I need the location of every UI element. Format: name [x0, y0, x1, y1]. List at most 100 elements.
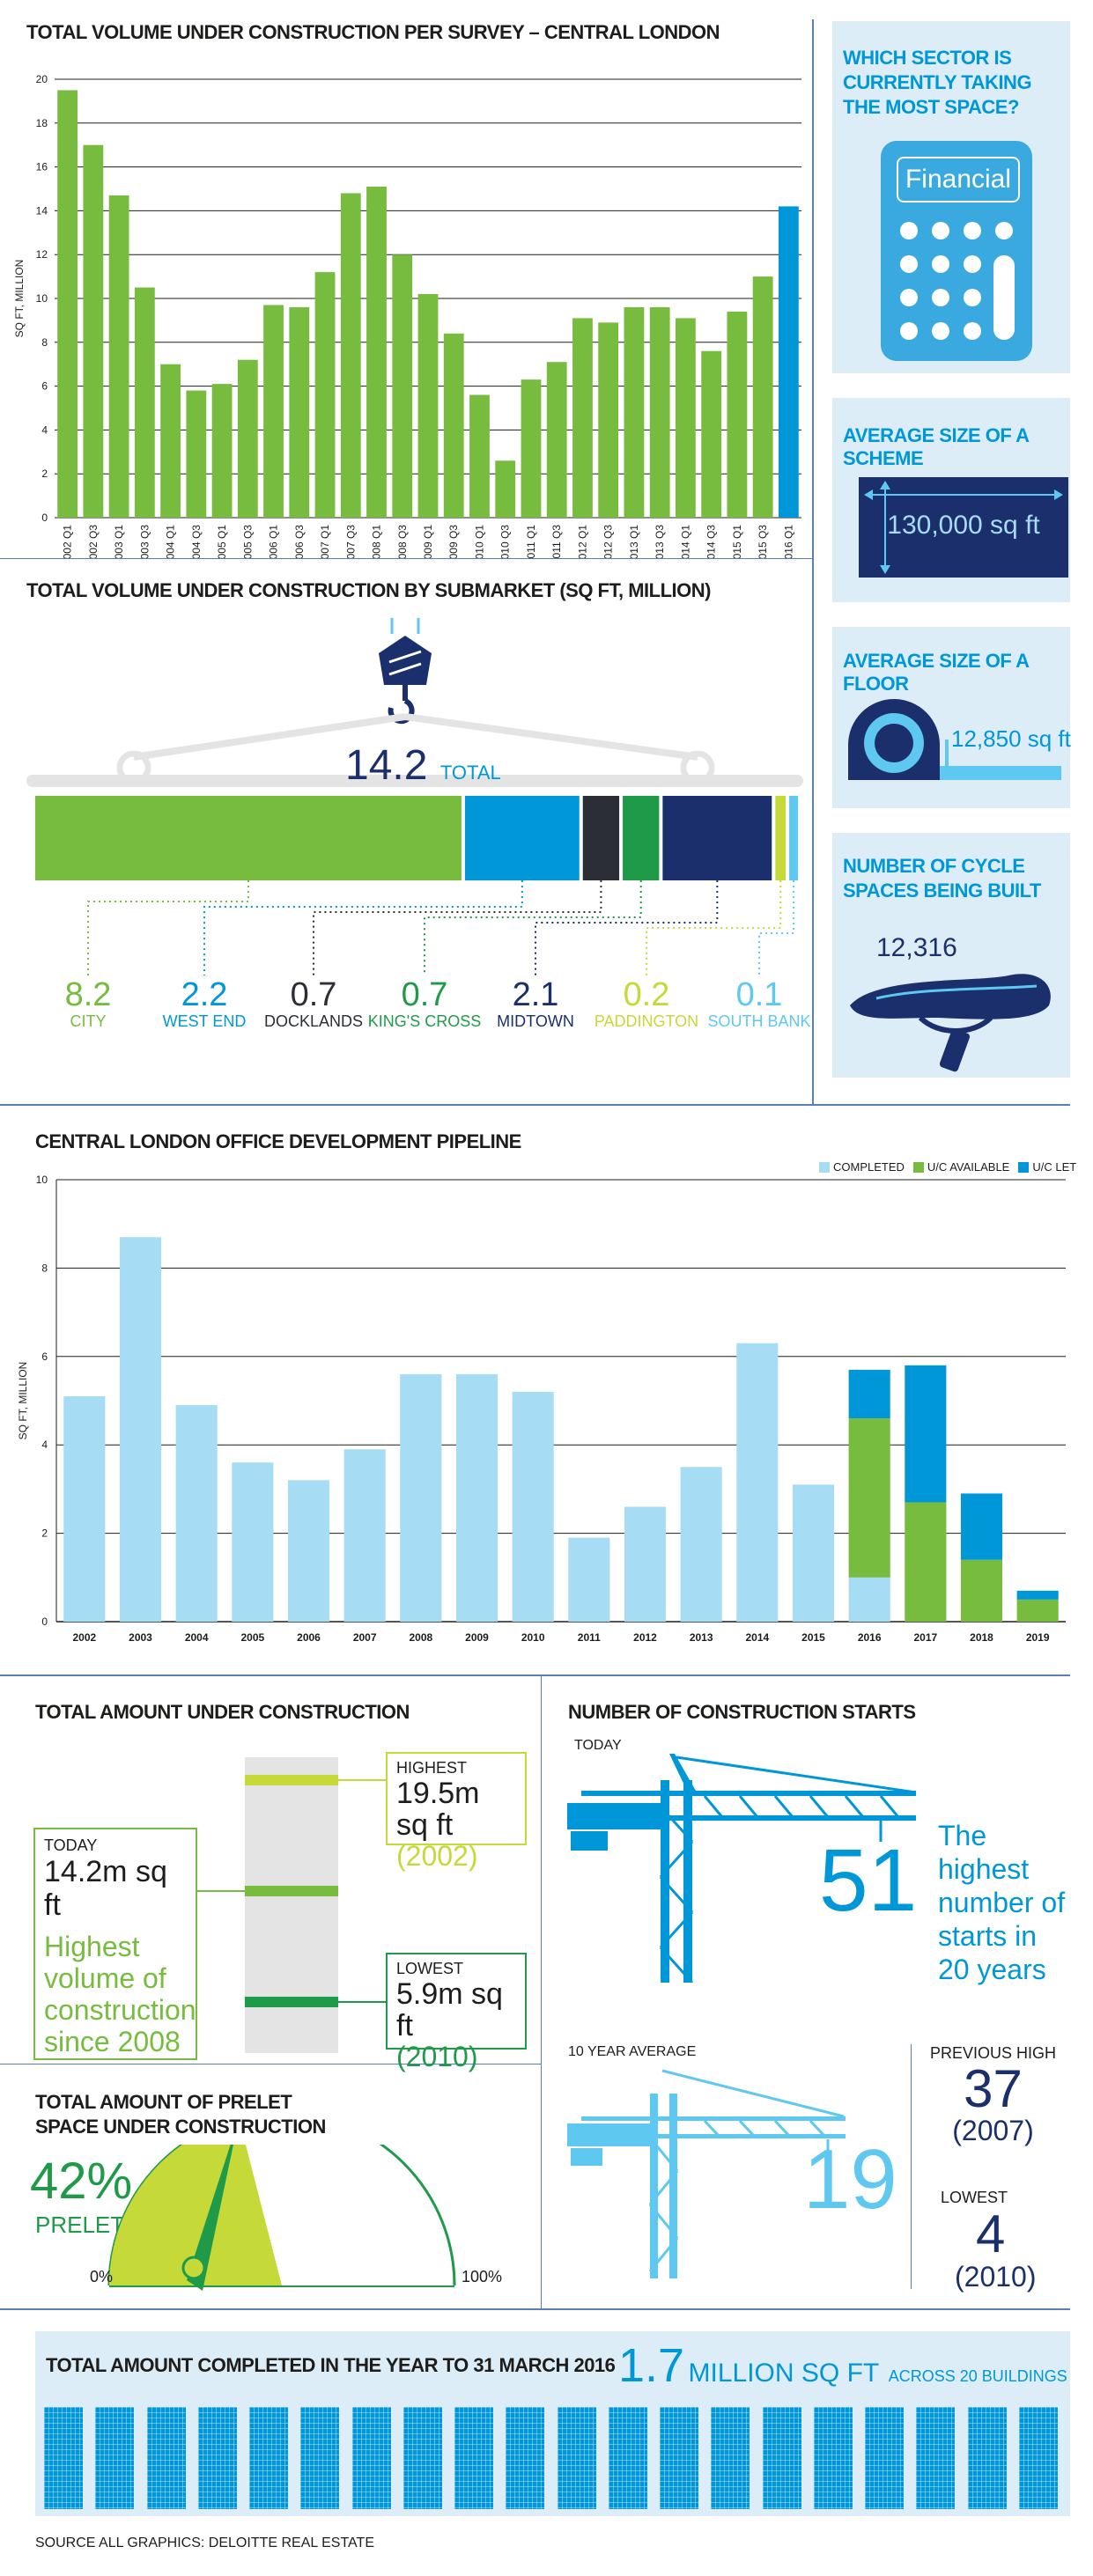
- x-tick-label: 2005 Q1: [216, 525, 228, 558]
- uc-today-mark: [245, 1886, 338, 1896]
- legend-swatch: [912, 1161, 924, 1173]
- x-tick-label: 2015 Q3: [757, 525, 769, 558]
- y-tick-label: 6: [41, 380, 48, 393]
- x-tick-label: 2010 Q3: [499, 525, 512, 558]
- cycle-value: 12,316: [876, 933, 957, 962]
- gauge-needle: [187, 2145, 233, 2291]
- tape-measure-icon: [848, 699, 1061, 780]
- building-icon: [711, 2407, 750, 2509]
- submarket-name: KING'S CROSS: [367, 1012, 482, 1030]
- chart2-title: CENTRAL LONDON OFFICE DEVELOPMENT PIPELI…: [35, 1130, 521, 1152]
- completed-note: ACROSS 20 BUILDINGS: [888, 2367, 1067, 2385]
- starts-today-label: TODAY: [574, 1738, 622, 1753]
- x-tick-label: 2002 Q3: [87, 525, 100, 558]
- legend-label: U/C AVAILABLE: [927, 1160, 1010, 1174]
- submarket-segment: [582, 796, 620, 880]
- uc-highest-mark: [245, 1775, 338, 1785]
- bar: [680, 1467, 722, 1622]
- buildings-row: [44, 2407, 1070, 2511]
- submarket-total-label: TOTAL: [439, 762, 501, 784]
- x-tick-label: 2003: [129, 1631, 152, 1644]
- submarket-label: 0.7 DOCKLANDS: [252, 977, 375, 1030]
- x-tick-label: 2005: [240, 1631, 264, 1644]
- completed-value: 1.7: [618, 2339, 685, 2392]
- submarket-segment: [789, 796, 799, 880]
- building-icon: [916, 2407, 956, 2509]
- bar: [736, 1343, 779, 1622]
- x-tick-label: 2014 Q3: [705, 525, 718, 558]
- bar: [63, 1395, 106, 1622]
- bar: [57, 90, 78, 518]
- bar: [232, 1462, 274, 1622]
- divider: [0, 558, 812, 559]
- completed-stat: 1.7 MILLION SQ FT ACROSS 20 BUILDINGS: [618, 2338, 1067, 2393]
- crane-icon-today: [567, 1754, 917, 1983]
- gauge-base: [109, 2285, 454, 2287]
- y-tick-label: 14: [36, 204, 48, 217]
- bar: [905, 1502, 947, 1622]
- submarket-total: 14.2 TOTAL: [345, 741, 501, 790]
- building-icon: [762, 2407, 801, 2509]
- leader-line: [313, 880, 602, 975]
- submarket-value: 0.7: [401, 976, 448, 1013]
- bar: [1016, 1599, 1059, 1622]
- bar: [848, 1577, 890, 1622]
- divider: [812, 19, 814, 1104]
- x-tick-label: 2011: [578, 1631, 601, 1644]
- uc-today-note: Highest volume of construction since 200…: [44, 1931, 196, 2057]
- uc-today-label: TODAY: [44, 1836, 98, 1854]
- submarket-value: 0.1: [735, 976, 783, 1013]
- prelet-min: 0%: [90, 2268, 114, 2285]
- floor-value: 12,850 sq ft: [951, 725, 1071, 752]
- submarket-name: PADDINGTON: [594, 1012, 699, 1030]
- divider: [541, 1674, 542, 2308]
- starts-lowest-label: LOWEST: [941, 2189, 1008, 2206]
- chart2-legend: COMPLETED U/C AVAILABLE U/C LET: [819, 1160, 1076, 1174]
- starts-today-note: The highest number of starts in 20 years: [938, 1820, 1066, 1985]
- bar: [119, 1237, 162, 1622]
- chart2-svg: 0 2 4 6 8 10 SQ FT, MILLION 2002 2003 2004 2005 200…: [17, 1174, 1066, 1644]
- submarket-total-value: 14.2: [345, 742, 428, 789]
- x-tick-label: 2012 Q3: [602, 525, 615, 558]
- cycle-title: NUMBER OF CYCLE SPACES BEING BUILT: [843, 855, 1041, 902]
- uc-highest-value: 19.5m sq ft: [396, 1777, 480, 1842]
- x-tick-label: 2019: [1026, 1631, 1050, 1644]
- x-tick-label: 2016: [858, 1631, 882, 1644]
- building-icon: [249, 2407, 288, 2509]
- starts-prev-high: PREVIOUS HIGH 37 (2007): [916, 2044, 1070, 2145]
- submarket-label: 8.2 CITY: [26, 977, 150, 1030]
- building-icon: [813, 2407, 853, 2509]
- bar: [417, 294, 439, 518]
- bar: [108, 195, 129, 518]
- uc-title: TOTAL AMOUNT UNDER CONSTRUCTION: [35, 1701, 410, 1723]
- x-tick-label: 2009 Q1: [422, 525, 434, 558]
- gauge-pivot: [181, 2256, 206, 2280]
- chart1-title: TOTAL VOLUME UNDER CONSTRUCTION PER SURV…: [26, 21, 720, 43]
- uc-connectors: [197, 1779, 386, 2003]
- building-icon: [146, 2407, 186, 2509]
- submarket-label: 2.1 MIDTOWN: [474, 977, 597, 1030]
- bar: [649, 306, 670, 518]
- x-tick-label: 2016 Q1: [782, 525, 794, 558]
- submarket-label: 0.1 SOUTH BANK: [698, 977, 821, 1030]
- submarket-value: 2.1: [512, 976, 559, 1013]
- x-tick-label: 2008 Q1: [371, 525, 383, 558]
- x-tick-label: 2009 Q3: [447, 525, 460, 558]
- y-tick-label: 2: [41, 1527, 48, 1540]
- bar: [905, 1365, 947, 1503]
- submarket-name: CITY: [70, 1012, 107, 1030]
- x-tick-label: 2012: [633, 1631, 657, 1644]
- building-icon: [608, 2407, 647, 2509]
- x-tick-label: 2002: [72, 1631, 96, 1644]
- submarket-value: 0.7: [290, 976, 337, 1013]
- x-tick-label: 2004: [185, 1631, 209, 1644]
- x-tick-label: 2003 Q1: [113, 525, 125, 558]
- bar: [237, 359, 258, 518]
- y-tick-label: 10: [36, 292, 48, 305]
- legend-item: U/C AVAILABLE: [912, 1160, 1010, 1174]
- x-tick-label: 2015: [801, 1631, 825, 1644]
- x-tick-label: 2011 Q3: [550, 525, 563, 558]
- x-tick-label: 2010 Q1: [473, 525, 485, 558]
- submarket-value: 8.2: [64, 976, 112, 1013]
- bar: [546, 362, 567, 518]
